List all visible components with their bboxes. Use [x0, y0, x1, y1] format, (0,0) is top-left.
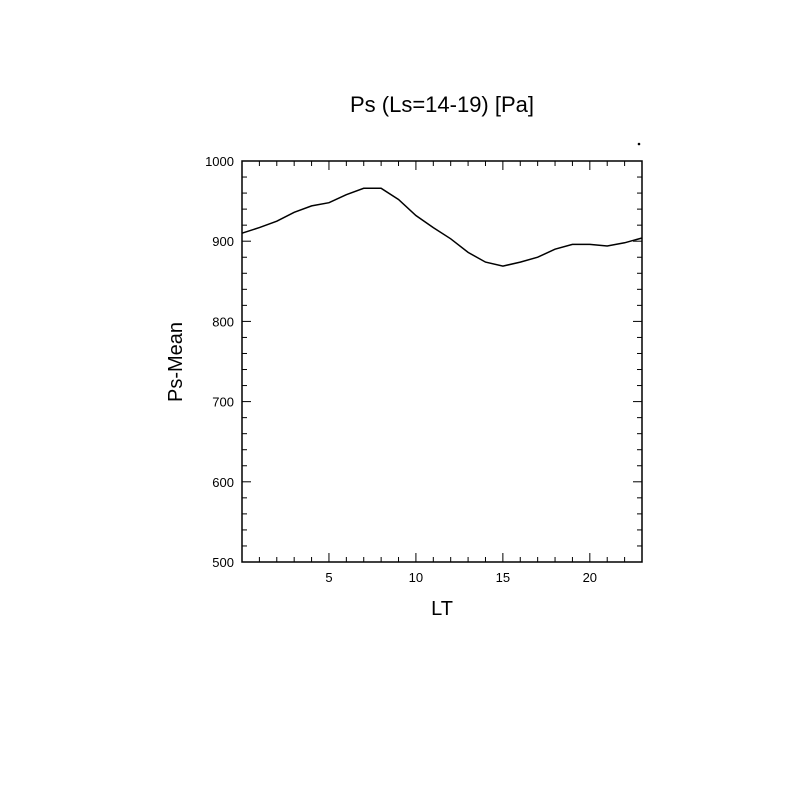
corner-dot-mark [637, 142, 641, 146]
x-tick-label: 20 [583, 570, 597, 585]
y-tick-label: 800 [212, 314, 234, 329]
x-axis-label: LT [431, 598, 453, 620]
y-tick-label: 500 [212, 555, 234, 570]
series-line [241, 187, 643, 267]
tick-marks [241, 160, 643, 563]
y-tick-label: 700 [212, 395, 234, 410]
y-tick-label: 1000 [205, 154, 234, 169]
y-tick-label: 600 [212, 475, 234, 490]
x-tick-label: 15 [496, 570, 510, 585]
y-tick-label: 900 [212, 234, 234, 249]
x-tick-label: 10 [409, 570, 423, 585]
y-axis-label: Ps-Mean [165, 322, 187, 402]
x-tick-label: 5 [325, 570, 332, 585]
plot-frame [241, 160, 643, 563]
tick-labels: 5 10 15 20 500 600 700 800 900 1000 [205, 154, 597, 585]
chart-title: Ps (Ls=14-19) [Pa] [350, 92, 534, 117]
